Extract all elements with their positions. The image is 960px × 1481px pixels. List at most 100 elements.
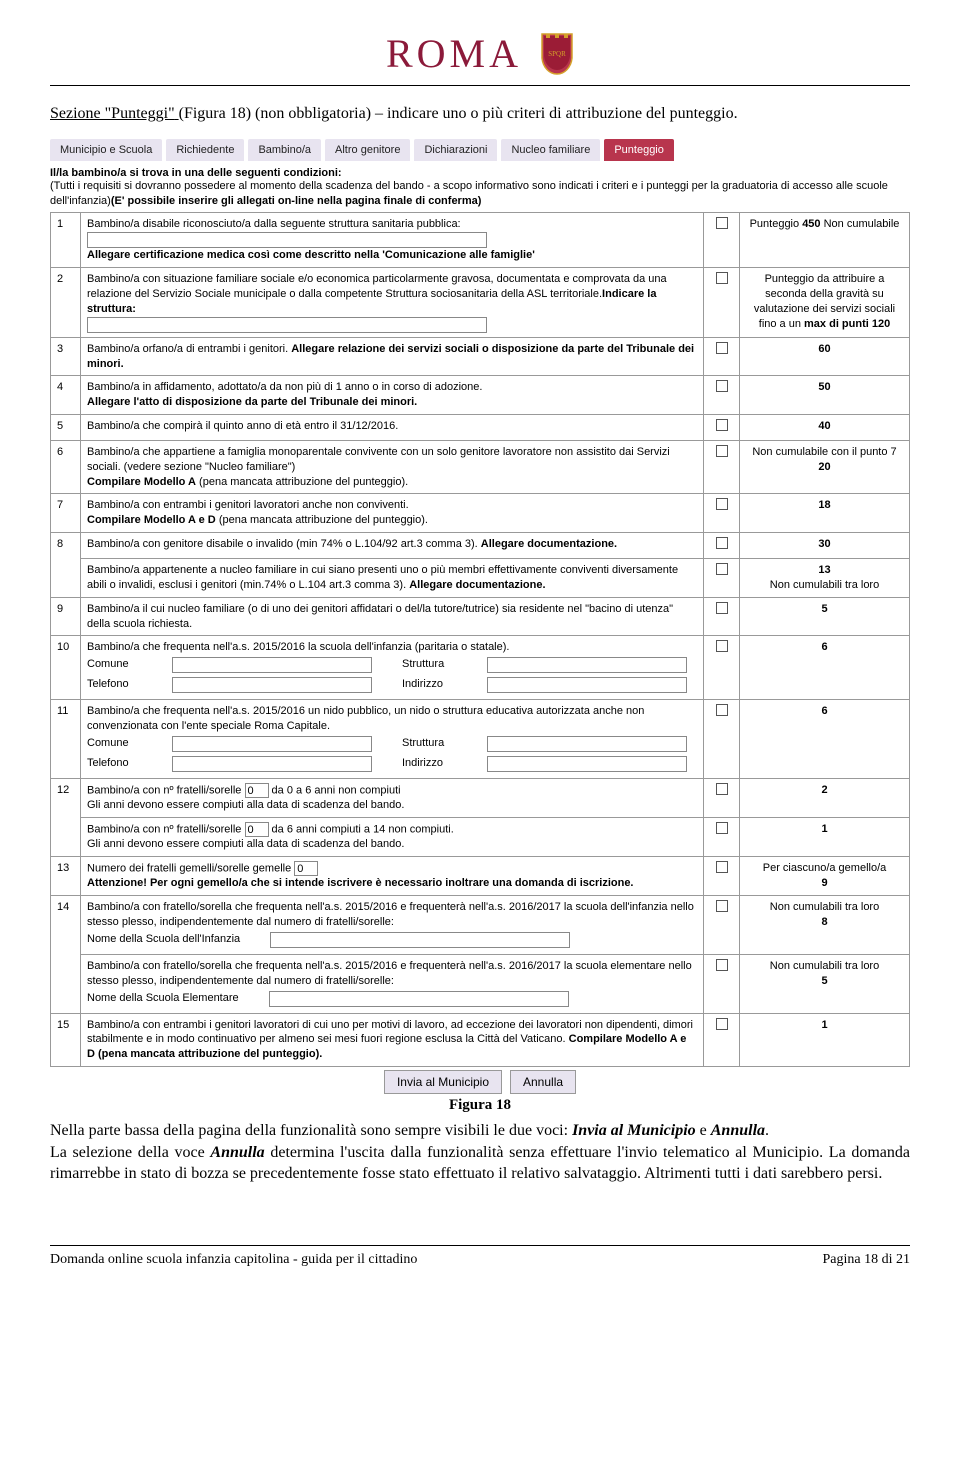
checkbox[interactable] — [716, 783, 728, 795]
tab-nucleo-familiare[interactable]: Nucleo familiare — [501, 139, 600, 161]
checkbox[interactable] — [716, 537, 728, 549]
row-points: Non cumulabili tra loro8 — [740, 896, 910, 955]
field-label: Comune — [87, 736, 142, 752]
row-number: 3 — [51, 337, 81, 376]
text-input[interactable] — [172, 756, 372, 772]
row-desc: Bambino/a in affidamento, adottato/a da … — [81, 376, 704, 415]
text-input[interactable] — [172, 657, 372, 673]
logo-text: ROMA — [386, 30, 522, 77]
text-input[interactable] — [270, 932, 570, 948]
field-label: Indirizzo — [402, 677, 457, 693]
page-header: ROMA SPQR — [50, 30, 910, 86]
row-points: 5 — [740, 597, 910, 636]
tab-punteggio[interactable]: Punteggio — [604, 139, 674, 161]
invia-button[interactable]: Invia al Municipio — [384, 1070, 502, 1094]
row-points: 30 — [740, 533, 910, 559]
text-input[interactable] — [269, 991, 569, 1007]
checkbox[interactable] — [716, 602, 728, 614]
row-points: Non cumulabili tra loro5 — [740, 954, 910, 1013]
row-points: 2 — [740, 778, 910, 817]
field-label: Telefono — [87, 756, 142, 772]
text-input[interactable] — [487, 677, 687, 693]
figure-ref: (Figura 18) — [179, 105, 251, 122]
text-input[interactable] — [487, 657, 687, 673]
checkbox[interactable] — [716, 563, 728, 575]
tab-municipio-e-scuola[interactable]: Municipio e Scuola — [50, 139, 162, 161]
field-label: Comune — [87, 657, 142, 673]
text-input[interactable] — [487, 736, 687, 752]
row-points: 60 — [740, 337, 910, 376]
checkbox[interactable] — [716, 822, 728, 834]
row-number: 4 — [51, 376, 81, 415]
checkbox[interactable] — [716, 959, 728, 971]
intro-rest: (non obbligatoria) – indicare uno o più … — [251, 105, 738, 122]
page-footer: Domanda online scuola infanzia capitolin… — [50, 1245, 910, 1268]
section-title: Sezione "Punteggi" — [50, 105, 175, 122]
tab-bambino-a[interactable]: Bambino/a — [248, 139, 321, 161]
row-number: 12 — [51, 778, 81, 856]
row-points: 1 — [740, 1013, 910, 1067]
annulla-button[interactable]: Annulla — [510, 1070, 576, 1094]
row-number: 15 — [51, 1013, 81, 1067]
number-input[interactable]: 0 — [245, 822, 269, 837]
conditions-subtitle: (Tutti i requisiti si dovranno possedere… — [50, 179, 910, 209]
row-number: 1 — [51, 213, 81, 268]
text-input[interactable] — [172, 677, 372, 693]
field-label: Struttura — [402, 736, 457, 752]
checkbox[interactable] — [716, 445, 728, 457]
conditions-title: Il/la bambino/a si trova in una delle se… — [50, 167, 910, 179]
row-points: Punteggio 450 Non cumulabile — [740, 213, 910, 268]
checkbox[interactable] — [716, 419, 728, 431]
tab-dichiarazioni[interactable]: Dichiarazioni — [414, 139, 497, 161]
tab-richiedente[interactable]: Richiedente — [166, 139, 244, 161]
checkbox[interactable] — [716, 342, 728, 354]
row-desc: Bambino/a con nº fratelli/sorelle 0 da 0… — [81, 778, 704, 817]
checkbox[interactable] — [716, 900, 728, 912]
row-desc: Bambino/a che frequenta nell'a.s. 2015/2… — [81, 700, 704, 779]
row-desc: Bambino/a con entrambi i genitori lavora… — [81, 494, 704, 533]
text-input[interactable] — [87, 317, 487, 333]
checkbox[interactable] — [716, 498, 728, 510]
svg-text:SPQR: SPQR — [548, 50, 566, 58]
checkbox[interactable] — [716, 217, 728, 229]
checkbox[interactable] — [716, 704, 728, 716]
tab-row: Municipio e ScuolaRichiedenteBambino/aAl… — [50, 139, 910, 161]
row-points: 40 — [740, 415, 910, 441]
checkbox[interactable] — [716, 861, 728, 873]
row-desc: Numero dei fratelli gemelli/sorelle geme… — [81, 857, 704, 896]
number-input[interactable]: 0 — [245, 783, 269, 798]
checkbox[interactable] — [716, 1018, 728, 1030]
row-points: 6 — [740, 700, 910, 779]
field-label: Nome della Scuola dell'Infanzia — [87, 932, 240, 948]
tab-altro-genitore[interactable]: Altro genitore — [325, 139, 410, 161]
row-desc: Bambino/a il cui nucleo familiare (o di … — [81, 597, 704, 636]
figure-18-screenshot: Municipio e ScuolaRichiedenteBambino/aAl… — [50, 139, 910, 1091]
text-input[interactable] — [487, 756, 687, 772]
row-number: 9 — [51, 597, 81, 636]
checkbox[interactable] — [716, 640, 728, 652]
checkbox[interactable] — [716, 380, 728, 392]
footer-right: Pagina 18 di 21 — [823, 1252, 911, 1268]
field-label: Struttura — [402, 657, 457, 673]
number-input[interactable]: 0 — [294, 861, 318, 876]
row-number: 8 — [51, 533, 81, 598]
row-points: 18 — [740, 494, 910, 533]
field-label: Nome della Scuola Elementare — [87, 991, 239, 1007]
criteria-table: 1Bambino/a disabile riconosciuto/a dalla… — [50, 212, 910, 1067]
row-desc: Bambino/a che appartiene a famiglia mono… — [81, 440, 704, 494]
row-desc: Bambino/a con fratello/sorella che frequ… — [81, 896, 704, 955]
row-number: 7 — [51, 494, 81, 533]
row-number: 11 — [51, 700, 81, 779]
row-number: 13 — [51, 857, 81, 896]
row-number: 5 — [51, 415, 81, 441]
button-row: Invia al Municipio Annulla — [50, 1073, 910, 1091]
checkbox[interactable] — [716, 272, 728, 284]
row-desc: Bambino/a con nº fratelli/sorelle 0 da 6… — [81, 817, 704, 856]
row-number: 2 — [51, 268, 81, 338]
row-desc: Bambino/a orfano/a di entrambi i genitor… — [81, 337, 704, 376]
text-input[interactable] — [172, 736, 372, 752]
conditions-sub-bold: (E' possibile inserire gli allegati on-l… — [111, 195, 482, 207]
row-desc: Bambino/a che frequenta nell'a.s. 2015/2… — [81, 636, 704, 700]
text-input[interactable] — [87, 232, 487, 248]
footer-left: Domanda online scuola infanzia capitolin… — [50, 1252, 417, 1268]
